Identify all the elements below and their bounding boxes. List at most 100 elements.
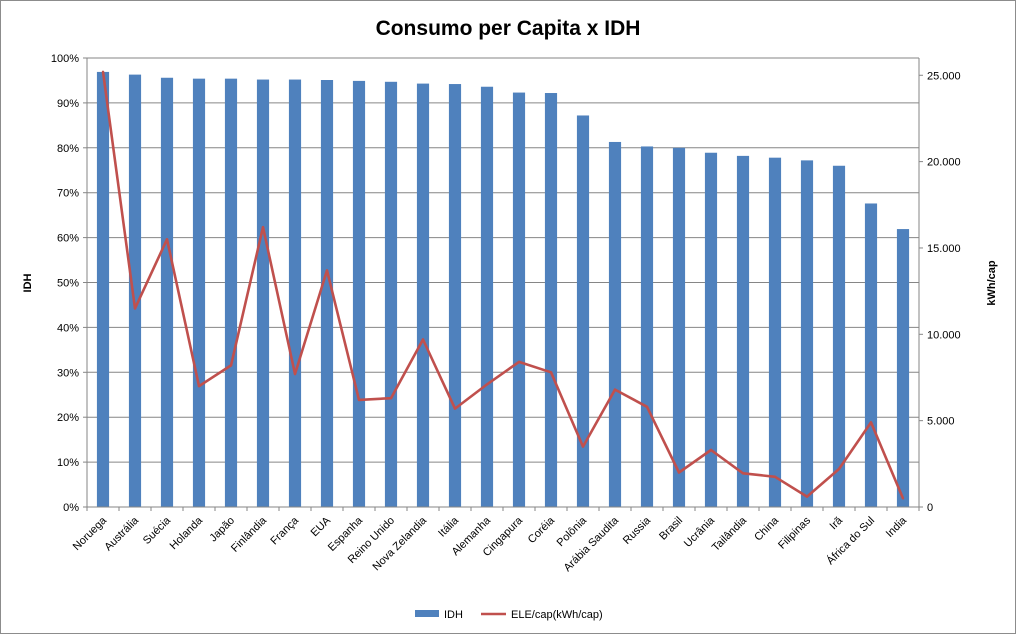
bar (768, 157, 782, 508)
line-point (613, 388, 617, 391)
line-point (549, 371, 553, 374)
line-point (101, 70, 105, 74)
bar (480, 86, 494, 508)
x-tick-label: Itália (436, 514, 462, 540)
bar (672, 147, 686, 508)
bar-series (96, 71, 910, 508)
line-point (133, 307, 137, 310)
bar (320, 80, 334, 507)
left-tick-label: 80% (57, 143, 79, 155)
line-point (261, 226, 265, 229)
left-tick-label: 100% (51, 53, 79, 65)
line-point (837, 467, 841, 471)
line-point (709, 448, 713, 452)
bar (736, 155, 750, 507)
left-tick-label: 90% (57, 98, 79, 110)
bar (256, 79, 270, 507)
line-point (421, 338, 425, 341)
left-tick-label: 20% (57, 412, 79, 424)
line-point (197, 384, 201, 388)
line-point (901, 497, 905, 500)
bar (576, 115, 590, 508)
legend-label-ele: ELE/cap(kWh/cap) (511, 609, 603, 621)
line-point (165, 238, 169, 241)
line-point (293, 372, 297, 376)
right-axis-ticks: 0 5.000 10.000 15.000 20.000 25.000 (919, 70, 961, 514)
bar (896, 229, 910, 507)
line-point (773, 475, 777, 478)
x-tick-label: Filipinas (776, 514, 813, 551)
line-point (645, 405, 649, 409)
line-point (517, 360, 521, 364)
line-point (581, 445, 585, 448)
bar (544, 93, 558, 507)
legend: IDH ELE/cap(kWh/cap) (415, 609, 603, 621)
bar (96, 71, 110, 507)
line-point (741, 472, 745, 475)
x-tick-label: Finlândia (229, 514, 270, 555)
bar (224, 78, 238, 508)
line-series (101, 70, 905, 500)
left-axis-ticks: 0% 10% 20% 30% 40% 50% 60% 70% 80% 90% 100% (51, 53, 87, 514)
line-point (325, 269, 329, 272)
legend-label-idh: IDH (444, 609, 463, 621)
line-path (101, 71, 905, 499)
x-tick-label: EUA (309, 514, 334, 539)
line-point (677, 471, 681, 474)
right-tick-label: 20.000 (927, 157, 961, 169)
left-tick-label: 40% (57, 322, 79, 334)
x-tick-label: França (268, 514, 301, 547)
bar (832, 165, 846, 507)
bar (800, 160, 814, 507)
x-tick-label: Coréia (526, 514, 558, 546)
line-point (389, 397, 393, 400)
x-tick-label: Irã (828, 514, 846, 532)
right-tick-label: 0 (927, 502, 933, 514)
x-tick-label: Arábia Saudita (562, 514, 622, 574)
x-tick-label: China (752, 514, 781, 543)
bar (192, 78, 206, 508)
bar (608, 141, 622, 507)
right-tick-label: 5.000 (927, 416, 955, 428)
bar (864, 203, 878, 507)
x-tick-label: India (884, 514, 910, 540)
x-tick-label: Russia (621, 514, 654, 547)
bar (640, 146, 654, 507)
bar (128, 74, 142, 507)
x-tick-label: Tailândia (710, 514, 750, 554)
left-tick-label: 50% (57, 278, 79, 290)
bar (384, 81, 398, 507)
bar (704, 152, 718, 507)
line-point (357, 398, 361, 402)
line-point (453, 407, 457, 410)
right-tick-label: 15.000 (927, 243, 961, 255)
legend-swatch-idh (415, 610, 439, 617)
line-point (805, 495, 809, 498)
right-tick-label: 25.000 (927, 70, 961, 82)
left-tick-label: 60% (57, 233, 79, 245)
bar (352, 80, 366, 508)
bar (448, 84, 462, 508)
bar (288, 79, 302, 507)
line-point (869, 421, 873, 424)
right-tick-label: 10.000 (927, 329, 961, 341)
line-point (229, 364, 233, 367)
left-tick-label: 0% (63, 502, 79, 514)
x-tick-label: Japão (207, 515, 237, 545)
left-tick-label: 10% (57, 457, 79, 469)
line-point (485, 383, 489, 386)
x-tick-label: Brasil (657, 515, 685, 543)
gridlines (87, 57, 919, 463)
right-axis-title: kWh/cap (986, 260, 998, 306)
bar (416, 83, 430, 507)
chart-title: Consumo per Capita x IDH (376, 17, 641, 40)
x-tick-label: Austrália (102, 514, 141, 553)
left-tick-label: 30% (57, 367, 79, 379)
left-axis-title: IDH (22, 273, 34, 292)
left-tick-label: 70% (57, 188, 79, 200)
x-tick-label: Holanda (168, 514, 206, 552)
bar (160, 77, 174, 508)
